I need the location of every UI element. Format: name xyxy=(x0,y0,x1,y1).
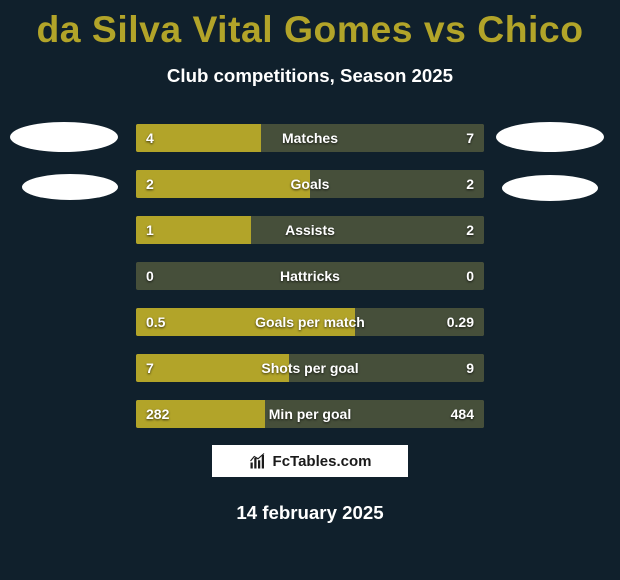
bar-chart-icon xyxy=(249,452,267,470)
branding-text: FcTables.com xyxy=(273,453,372,470)
metric-label: Assists xyxy=(136,216,484,244)
metric-label: Matches xyxy=(136,124,484,152)
subtitle: Club competitions, Season 2025 xyxy=(0,65,620,87)
comparison-row: 0.50.29Goals per match xyxy=(136,308,484,336)
metric-label: Goals per match xyxy=(136,308,484,336)
branding-box: FcTables.com xyxy=(212,445,408,477)
comparison-row: 79Shots per goal xyxy=(136,354,484,382)
date-label: 14 february 2025 xyxy=(0,502,620,524)
metric-label: Shots per goal xyxy=(136,354,484,382)
decor-ellipse xyxy=(496,122,604,152)
metric-label: Hattricks xyxy=(136,262,484,290)
comparison-row: 47Matches xyxy=(136,124,484,152)
comparison-row: 22Goals xyxy=(136,170,484,198)
comparison-row: 12Assists xyxy=(136,216,484,244)
metric-label: Goals xyxy=(136,170,484,198)
page-title: da Silva Vital Gomes vs Chico xyxy=(0,0,620,51)
comparison-chart: 47Matches 22Goals 12Assists 00Hattricks 0.50… xyxy=(136,124,484,446)
comparison-row: 00Hattricks xyxy=(136,262,484,290)
decor-ellipse xyxy=(22,174,118,200)
decor-ellipse xyxy=(502,175,598,201)
comparison-row: 282484Min per goal xyxy=(136,400,484,428)
metric-label: Min per goal xyxy=(136,400,484,428)
decor-ellipse xyxy=(10,122,118,152)
